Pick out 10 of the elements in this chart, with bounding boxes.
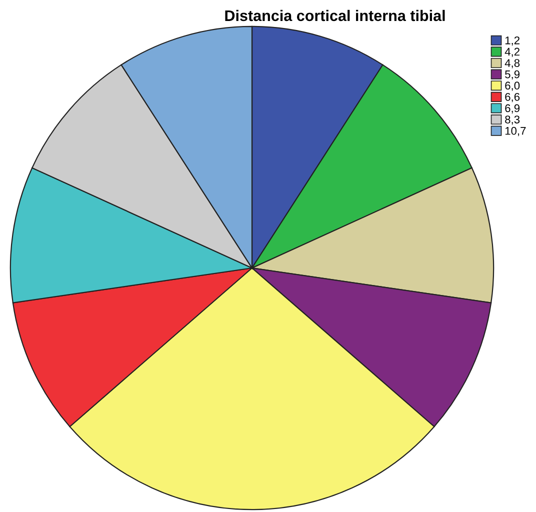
legend-label: 6,9 [505,104,520,114]
legend-label: 6,0 [505,82,520,91]
legend-label: 4,2 [504,48,520,57]
legend-label: 1,2 [505,36,520,46]
chart-title: Distancia cortical interna tibial [225,10,445,22]
legend-label: 5,9 [505,70,520,80]
legend-label: 10,7 [505,126,526,136]
legend-label: 8,3 [505,116,520,125]
legend-label: 4,8 [504,59,520,68]
legend-label: 6,6 [505,92,520,102]
